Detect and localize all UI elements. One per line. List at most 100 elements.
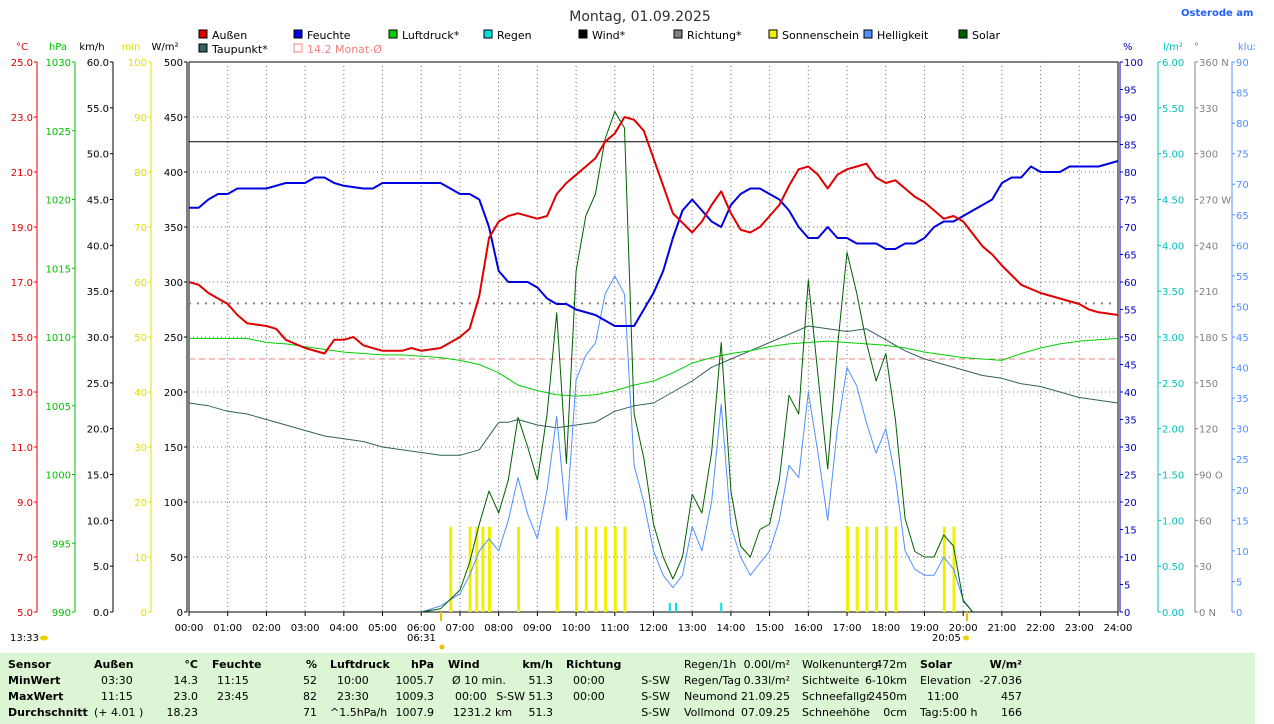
lux-tick-label: 85 bbox=[1236, 89, 1249, 100]
dir-tick-label: 90 O bbox=[1199, 471, 1223, 482]
hum-tick-label: 95 bbox=[1124, 86, 1137, 97]
col-richtung: Richtung 00:00 S-SW 00:00 S-SW S-SW bbox=[566, 657, 670, 719]
sunshine-bar bbox=[449, 526, 453, 612]
temp-tick-label: 9.0 bbox=[17, 498, 33, 509]
wind-tick-label: 25.0 bbox=[87, 379, 109, 390]
dir-tick-label: 150 bbox=[1199, 379, 1218, 390]
x-tick-label: 01:00 bbox=[213, 623, 242, 634]
min-tick-label: 20 bbox=[134, 498, 147, 509]
vollmond-label: Vollmond bbox=[684, 706, 735, 719]
hum-tick-label: 60 bbox=[1124, 278, 1137, 289]
dir-tick-label: 330 bbox=[1199, 104, 1218, 115]
chart-title: Montag, 01.09.2025 bbox=[569, 9, 711, 25]
wind-min-note: Ø 10 min. bbox=[452, 674, 506, 687]
press-axis-unit: hPa bbox=[49, 42, 67, 53]
col-extra2: Wolkenunterg 472m Sichtweite 6-10km Schnee… bbox=[802, 657, 907, 721]
hum-tick-label: 35 bbox=[1124, 416, 1137, 427]
rain-bar bbox=[720, 602, 723, 612]
wind-tick-label: 0.0 bbox=[93, 608, 109, 619]
wind-tick-label: 15.0 bbox=[87, 471, 109, 482]
x-tick-label: 10:00 bbox=[562, 623, 591, 634]
press-tick-label: 1020 bbox=[46, 196, 71, 207]
moon-icon bbox=[40, 635, 48, 641]
rain-tick-label: 1.50 bbox=[1162, 471, 1184, 482]
sunshine-bar bbox=[475, 526, 479, 612]
dir-tick-label: 270 W bbox=[1199, 196, 1231, 207]
lux-tick-label: 35 bbox=[1236, 394, 1249, 405]
hum-tick-label: 80 bbox=[1124, 168, 1137, 179]
sicht-label: Sichtweite bbox=[802, 674, 860, 687]
sunshine-bar bbox=[594, 526, 598, 612]
sicht-value: 6-10km bbox=[864, 674, 907, 687]
hdr-aussen: Außen bbox=[94, 658, 134, 671]
solar-tick-label: 400 bbox=[164, 168, 183, 179]
row-label-max: MaxWert bbox=[8, 690, 64, 703]
lux-tick-label: 40 bbox=[1236, 364, 1249, 375]
regen-tag-label: Regen/Tag bbox=[684, 674, 741, 687]
sunshine-bar bbox=[517, 526, 521, 612]
solar-tick-label: 150 bbox=[164, 443, 183, 454]
schneefall-value: 2450m bbox=[868, 690, 907, 703]
aussen-avg-note: (+ 4.01 ) bbox=[94, 706, 144, 719]
dir-tick-label: 60 bbox=[1199, 516, 1212, 527]
temp-tick-label: 7.0 bbox=[17, 553, 33, 564]
lux-tick-label: 80 bbox=[1236, 119, 1249, 130]
temp-tick-label: 5.0 bbox=[17, 608, 33, 619]
dir-tick-label: 300 bbox=[1199, 150, 1218, 161]
press-tick-label: 990 bbox=[52, 608, 71, 619]
x-tick-label: 04:00 bbox=[329, 623, 358, 634]
series-line-luftdruck bbox=[189, 337, 1119, 397]
x-tick-label: 23:00 bbox=[1065, 623, 1094, 634]
legend-label: Helligkeit bbox=[877, 29, 929, 42]
col-feuchte: Feuchte% 11:15 52 23:45 82 71 bbox=[212, 657, 317, 719]
wind-max-dir: S-SW bbox=[496, 690, 525, 703]
hdr-feuchte-unit: % bbox=[305, 658, 317, 671]
hdr-wind-unit: km/h bbox=[522, 658, 553, 671]
solar-day-label: Tag:5:00 h bbox=[920, 706, 978, 719]
row-label-min: MinWert bbox=[8, 674, 61, 687]
hum-tick-label: 85 bbox=[1124, 141, 1137, 152]
lux-tick-label: 45 bbox=[1236, 333, 1249, 344]
dir-tick-label: 180 S bbox=[1199, 333, 1228, 344]
regen-1h-label: Regen/1h bbox=[684, 658, 737, 671]
sunshine-bar bbox=[604, 526, 608, 612]
hum-tick-label: 10 bbox=[1124, 553, 1137, 564]
schneehoehe-value: 0cm bbox=[883, 706, 907, 719]
hum-tick-label: 0 bbox=[1124, 608, 1130, 619]
legend-swatch bbox=[198, 29, 208, 39]
series-line-taupunkt bbox=[188, 325, 1119, 456]
hum-tick-label: 45 bbox=[1124, 361, 1137, 372]
hum-axis-unit: % bbox=[1123, 42, 1133, 53]
rain-tick-label: 3.00 bbox=[1162, 333, 1184, 344]
solar-day-value: 166 bbox=[1001, 706, 1022, 719]
legend-label: Taupunkt* bbox=[211, 43, 268, 56]
feuchte-avg-value: 71 bbox=[303, 706, 317, 719]
sunset-label: 20:05 bbox=[932, 633, 961, 644]
hum-tick-label: 65 bbox=[1124, 251, 1137, 262]
druck-max-value: 1009.3 bbox=[395, 690, 435, 703]
sunshine-bar bbox=[468, 526, 472, 612]
chart-grid bbox=[188, 61, 1119, 613]
x-tick-label: 09:00 bbox=[523, 623, 552, 634]
solar-tick-label: 350 bbox=[164, 223, 183, 234]
x-tick-label: 13:00 bbox=[678, 623, 707, 634]
dir-axis-unit: ° bbox=[1194, 42, 1199, 53]
wind-tick-label: 50.0 bbox=[87, 150, 109, 161]
x-tick-label: 15:00 bbox=[755, 623, 784, 634]
legend: Außen Feuchte Luftdruck* Regen Wind* Richtung… bbox=[198, 29, 1001, 56]
moonrise-label: 13:33 bbox=[10, 633, 39, 644]
rain-tick-label: 5.50 bbox=[1162, 104, 1184, 115]
sunshine-bar bbox=[865, 526, 869, 612]
wind-max-value: 51.3 bbox=[528, 690, 554, 703]
hdr-wind: Wind bbox=[448, 658, 480, 671]
x-tick-label: 05:00 bbox=[368, 623, 397, 634]
sunshine-bar bbox=[884, 526, 888, 612]
series-line-außen bbox=[188, 116, 1119, 355]
solar-tick-label: 450 bbox=[164, 113, 183, 124]
rain-tick-label: 0.00 bbox=[1162, 608, 1184, 619]
wolken-label: Wolkenunterg bbox=[802, 658, 879, 671]
hdr-solar-unit: W/m² bbox=[989, 658, 1022, 671]
hdr-feuchte: Feuchte bbox=[212, 658, 262, 671]
legend-swatch bbox=[578, 29, 588, 39]
series-line-solar bbox=[421, 111, 974, 613]
